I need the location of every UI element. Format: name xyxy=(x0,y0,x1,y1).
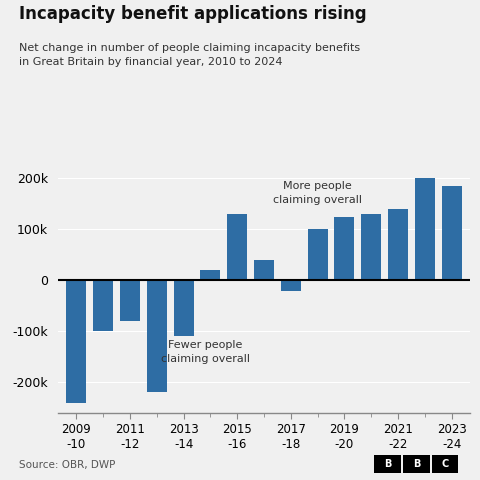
Text: B: B xyxy=(384,459,391,468)
Text: B: B xyxy=(413,459,420,468)
Bar xyxy=(147,280,167,393)
Bar xyxy=(361,214,381,280)
Text: Incapacity benefit applications rising: Incapacity benefit applications rising xyxy=(19,5,367,23)
Bar xyxy=(66,280,86,403)
Text: C: C xyxy=(442,459,449,468)
Bar xyxy=(200,270,220,280)
Text: Fewer people
claiming overall: Fewer people claiming overall xyxy=(160,340,250,364)
Bar xyxy=(93,280,113,331)
Bar xyxy=(442,186,462,280)
Bar xyxy=(308,229,328,280)
Bar xyxy=(227,214,247,280)
Bar xyxy=(415,179,435,280)
Bar xyxy=(254,260,274,280)
Bar xyxy=(388,209,408,280)
Bar xyxy=(335,216,354,280)
Bar xyxy=(174,280,193,336)
Bar xyxy=(120,280,140,321)
Text: More people
claiming overall: More people claiming overall xyxy=(273,181,362,205)
Text: Source: OBR, DWP: Source: OBR, DWP xyxy=(19,460,116,470)
Bar xyxy=(281,280,301,290)
Text: Net change in number of people claiming incapacity benefits
in Great Britain by : Net change in number of people claiming … xyxy=(19,43,360,67)
